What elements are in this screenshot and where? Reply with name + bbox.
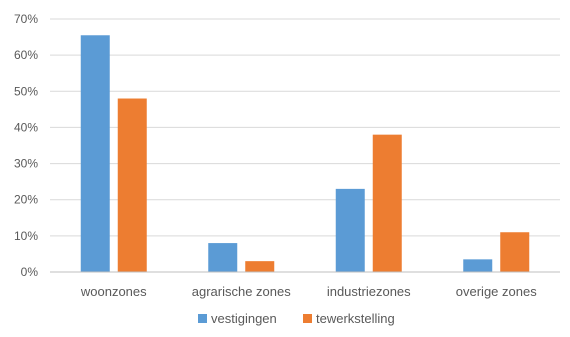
- y-tick-label: 0%: [21, 265, 39, 279]
- y-axis-tick-labels: 0% 10% 20% 30% 40% 50% 60% 70%: [14, 12, 38, 279]
- y-tick-label: 10%: [14, 229, 38, 243]
- y-tick-label: 20%: [14, 193, 38, 207]
- x-category-label: agrarische zones: [192, 284, 291, 299]
- bar-vestigingen-overige-zones: [463, 259, 493, 272]
- y-tick-label: 70%: [14, 12, 38, 26]
- legend-swatch-vestigingen: [198, 314, 207, 323]
- y-tick-label: 30%: [14, 157, 38, 171]
- bar-tewerkstelling-industriezones: [372, 134, 402, 272]
- legend-swatch-tewerkstelling: [303, 314, 312, 323]
- bar-vestigingen-woonzones: [80, 35, 110, 273]
- bar-vestigingen-agrarische-zones: [208, 243, 238, 272]
- x-category-label: overige zones: [456, 284, 537, 299]
- y-tick-label: 50%: [14, 84, 38, 98]
- x-axis-category-labels: woonzones agrarische zones industriezones o…: [80, 284, 537, 299]
- x-category-label: woonzones: [80, 284, 147, 299]
- legend-label-tewerkstelling: tewerkstelling: [316, 311, 395, 326]
- y-tick-label: 40%: [14, 120, 38, 134]
- bar-tewerkstelling-agrarische-zones: [245, 261, 275, 272]
- bar-vestigingen-industriezones: [335, 188, 365, 272]
- y-tick-label: 60%: [14, 48, 38, 62]
- bar-tewerkstelling-overige-zones: [500, 232, 530, 272]
- legend: vestigingen tewerkstelling: [198, 311, 395, 326]
- legend-label-vestigingen: vestigingen: [211, 311, 277, 326]
- bar-tewerkstelling-woonzones: [117, 98, 147, 272]
- x-category-label: industriezones: [327, 284, 411, 299]
- bars: [80, 35, 530, 273]
